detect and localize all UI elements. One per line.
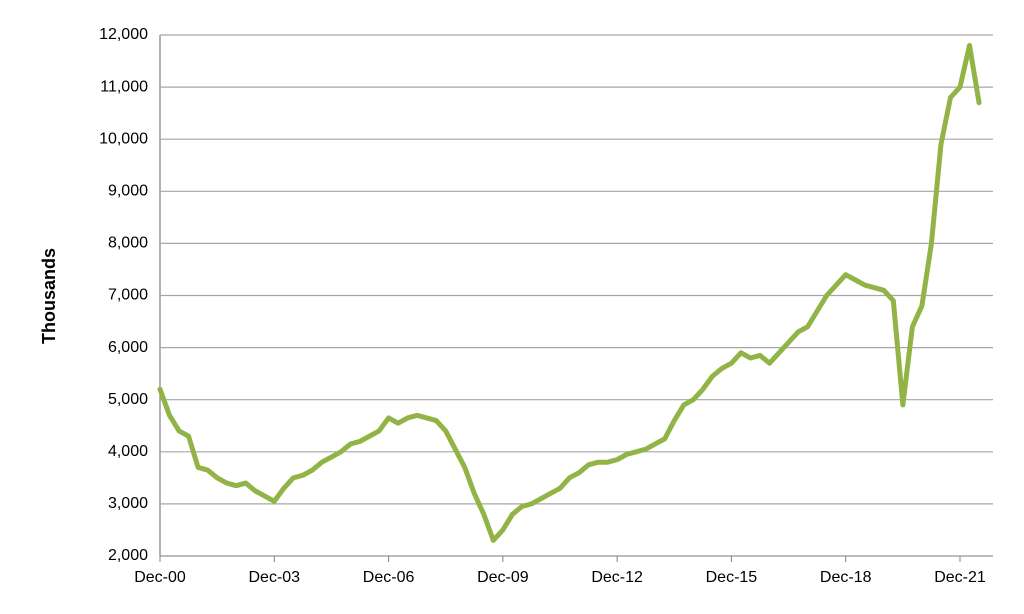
y-tick-label: 10,000 [99,130,148,147]
y-tick-label: 9,000 [108,183,148,200]
y-tick-label: 7,000 [108,287,148,304]
line-series [157,42,982,543]
y-axis-label: Thousands [39,248,59,344]
y-tick-label: 5,000 [108,391,148,408]
x-tick-label: Dec-06 [363,569,415,586]
y-tick-label: 11,000 [100,78,148,95]
y-tick-label: 8,000 [108,235,148,252]
y-tick-label: 12,000 [99,26,148,43]
x-tick-label: Dec-03 [248,569,300,586]
x-tick-label: Dec-18 [820,569,872,586]
x-tick-label: Dec-15 [706,569,758,586]
x-tick-label: Dec-09 [477,569,529,586]
y-tick-label: 6,000 [108,339,148,356]
x-tick-label: Dec-00 [134,569,186,586]
x-tick-label: Dec-12 [591,569,643,586]
y-tick-label: 4,000 [108,443,148,460]
y-tick-label: 3,000 [108,495,148,512]
y-tick-label: 2,000 [108,547,148,564]
x-tick-label: Dec-21 [934,569,986,586]
